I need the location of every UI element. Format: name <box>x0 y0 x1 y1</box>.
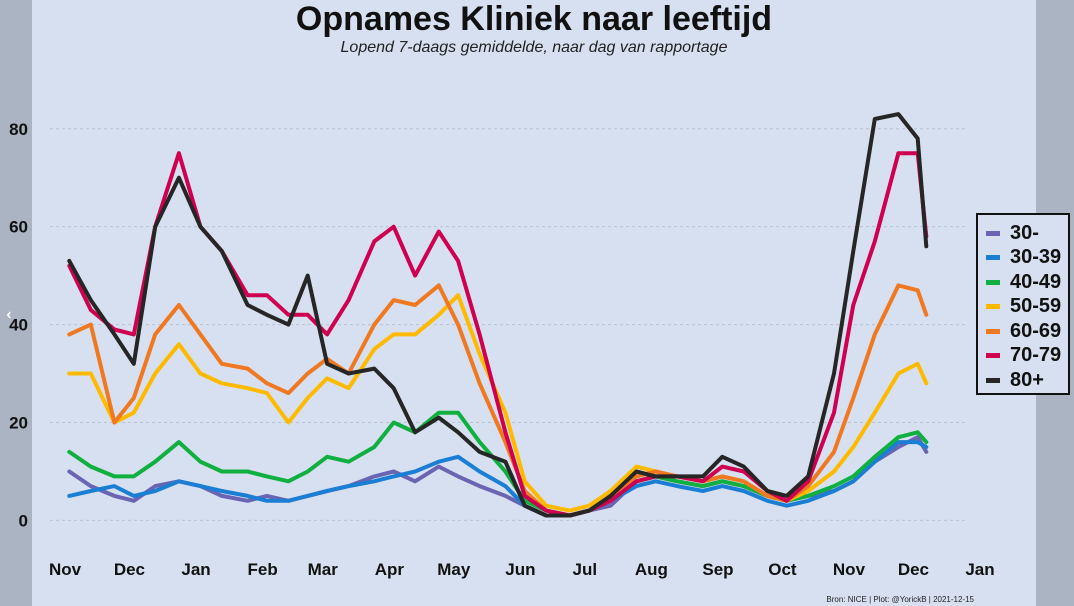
y-tick-label: 20 <box>9 414 28 433</box>
legend-item: 50-59 <box>986 295 1061 319</box>
x-tick-label: Sep <box>702 560 733 579</box>
legend-item: 80+ <box>986 368 1044 392</box>
legend-label: 30- <box>1010 221 1039 244</box>
chart-title: Opnames Kliniek naar leeftijd <box>295 0 773 38</box>
x-tick-label: Apr <box>375 560 405 579</box>
x-tick-label: Dec <box>114 560 145 579</box>
series-line-3039 <box>67 440 929 518</box>
y-tick-label: 40 <box>9 316 28 335</box>
chart-subtitle: Lopend 7-daags gemiddelde, naar dag van … <box>340 39 728 56</box>
x-tick-label: May <box>437 560 471 579</box>
x-tick-label: Nov <box>833 560 866 579</box>
y-tick-label: 80 <box>9 120 28 139</box>
x-tick-label: Dec <box>898 560 929 579</box>
x-tick-label: Jan <box>965 560 994 579</box>
x-tick-label: Oct <box>768 560 797 579</box>
x-tick-label: Jun <box>505 560 535 579</box>
source-note: Bron: NICE | Plot: @YorickB | 2021-12-15 <box>826 595 974 604</box>
legend-swatch <box>986 377 1000 383</box>
legend-swatch <box>986 230 1000 236</box>
legend-item: 40-49 <box>986 270 1061 294</box>
legend-item: 60-69 <box>986 319 1061 343</box>
series-line-80 <box>67 112 929 518</box>
legend-label: 70-79 <box>1010 344 1062 366</box>
y-tick-label: 60 <box>9 218 28 237</box>
legend-item: 30-39 <box>986 246 1061 270</box>
x-tick-label: Nov <box>49 560 82 579</box>
x-tick-label: Jul <box>573 560 598 579</box>
legend-item: 70-79 <box>986 344 1061 368</box>
x-tick-label: Mar <box>308 560 339 579</box>
legend-swatch <box>986 328 1000 334</box>
legend-label: 80+ <box>1010 368 1044 391</box>
y-tick-label: 0 <box>19 511 28 530</box>
x-tick-label: Feb <box>247 560 277 579</box>
x-tick-label: Jan <box>181 560 210 579</box>
legend-label: 40-49 <box>1010 270 1062 293</box>
chevron-left-icon[interactable]: ‹ <box>6 306 12 323</box>
legend-item: 30- <box>986 221 1039 245</box>
legend-swatch <box>986 255 1000 260</box>
legend: 30- 30-39 40-49 50-59 60-69 70-79 80+ <box>976 213 1070 395</box>
legend-label: 60-69 <box>1010 319 1062 342</box>
legend-label: 50-59 <box>1010 295 1062 317</box>
legend-swatch <box>986 279 1000 285</box>
legend-swatch <box>986 304 1000 309</box>
legend-label: 30-39 <box>1010 246 1062 268</box>
x-tick-label: Aug <box>635 560 668 579</box>
legend-swatch <box>986 353 1000 358</box>
